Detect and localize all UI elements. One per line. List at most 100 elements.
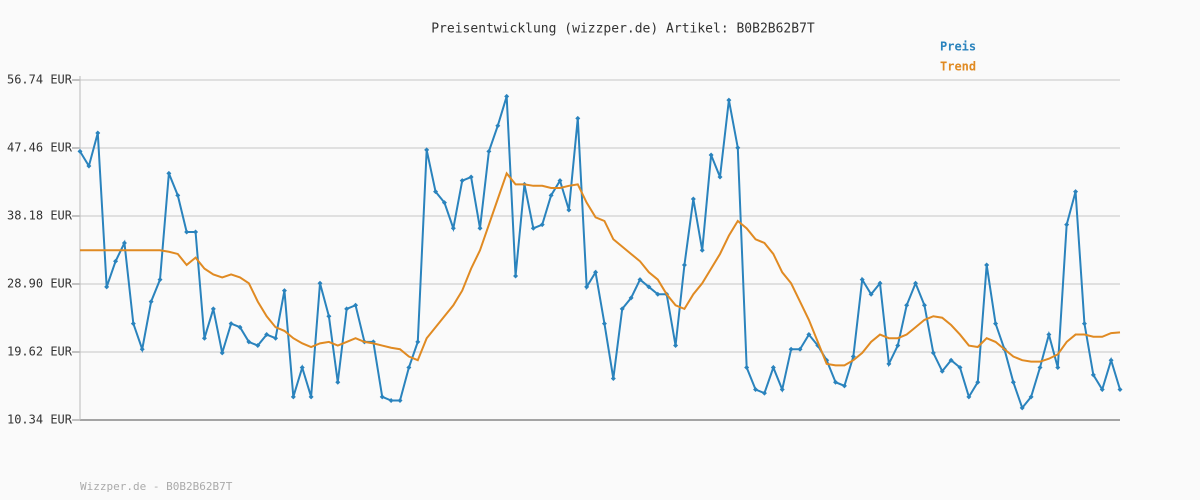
point-marker (290, 394, 296, 400)
point-marker (913, 280, 919, 286)
point-marker (317, 280, 323, 286)
point-marker (175, 192, 181, 198)
point-marker (379, 394, 385, 400)
point-marker (1081, 321, 1087, 327)
point-marker (557, 178, 563, 184)
point-marker (966, 394, 972, 400)
point-marker (975, 379, 981, 385)
point-marker (219, 350, 225, 356)
point-marker (237, 324, 243, 330)
point-marker (1055, 365, 1061, 371)
point-marker (1037, 365, 1043, 371)
footer: Wizzper.de - B0B2B62B7T (80, 480, 233, 493)
point-marker (201, 335, 207, 341)
point-marker (86, 163, 92, 169)
y-tick-label: 47.46 EUR (7, 141, 73, 155)
legend-entry: Preis (940, 40, 976, 54)
point-marker (566, 207, 572, 213)
point-marker (637, 277, 643, 283)
point-marker (77, 148, 83, 154)
point-marker (1099, 387, 1105, 393)
point-marker (335, 379, 341, 385)
point-marker (130, 321, 136, 327)
point-marker (441, 200, 447, 206)
point-marker (468, 174, 474, 180)
point-marker (699, 247, 705, 253)
point-marker (281, 288, 287, 294)
y-tick-label: 28.90 EUR (7, 277, 73, 291)
point-marker (326, 313, 332, 319)
point-marker (513, 273, 519, 279)
point-marker (708, 152, 714, 158)
point-marker (601, 321, 607, 327)
point-marker (495, 123, 501, 129)
series-line (79, 96, 1121, 410)
point-marker (113, 258, 119, 264)
point-marker (575, 115, 581, 121)
point-marker (895, 343, 901, 349)
point-marker (850, 354, 856, 360)
y-tick-label: 56.74 EUR (7, 73, 73, 87)
point-marker (584, 284, 590, 290)
point-marker (308, 394, 314, 400)
point-marker (539, 222, 545, 228)
point-marker (593, 269, 599, 275)
chart-title: Preisentwicklung (wizzper.de) Artikel: B… (431, 22, 815, 37)
point-marker (1010, 379, 1016, 385)
y-tick-label: 38.18 EUR (7, 209, 73, 223)
point-marker (770, 365, 776, 371)
point-marker (104, 284, 110, 290)
point-marker (424, 147, 430, 153)
point-marker (744, 365, 750, 371)
point-marker (184, 229, 190, 235)
point-marker (957, 365, 963, 371)
point-marker (264, 332, 270, 338)
point-marker (486, 148, 492, 154)
point-marker (548, 192, 554, 198)
point-marker (157, 277, 163, 283)
point-marker (139, 346, 145, 352)
point-marker (930, 350, 936, 356)
point-marker (886, 361, 892, 367)
point-marker (344, 306, 350, 312)
point-marker (841, 383, 847, 389)
point-marker (255, 343, 261, 349)
point-marker (1073, 189, 1079, 195)
point-marker (735, 145, 741, 151)
point-marker (646, 284, 652, 290)
point-marker (95, 130, 101, 136)
point-marker (690, 196, 696, 202)
point-marker (415, 339, 421, 345)
y-tick-label: 10.34 EUR (7, 413, 73, 427)
point-marker (1117, 387, 1123, 393)
point-marker (406, 365, 412, 371)
series-line (80, 171, 1121, 367)
point-marker (1019, 405, 1025, 411)
point-marker (388, 398, 394, 404)
point-marker (788, 346, 794, 352)
point-marker (193, 229, 199, 235)
point-marker (1046, 332, 1052, 338)
point-marker (673, 343, 679, 349)
point-marker (504, 93, 510, 99)
point-marker (993, 321, 999, 327)
point-marker (717, 174, 723, 180)
y-tick-label: 19.62 EUR (7, 345, 73, 359)
point-marker (246, 339, 252, 345)
point-marker (299, 365, 305, 371)
point-marker (1064, 222, 1070, 228)
point-marker (397, 398, 403, 404)
point-marker (459, 178, 465, 184)
point-marker (148, 299, 154, 305)
point-marker (806, 332, 812, 338)
point-marker (273, 335, 279, 341)
point-marker (619, 306, 625, 312)
point-marker (761, 390, 767, 396)
point-marker (353, 302, 359, 308)
point-marker (210, 306, 216, 312)
point-marker (1108, 357, 1114, 363)
point-marker (948, 357, 954, 363)
